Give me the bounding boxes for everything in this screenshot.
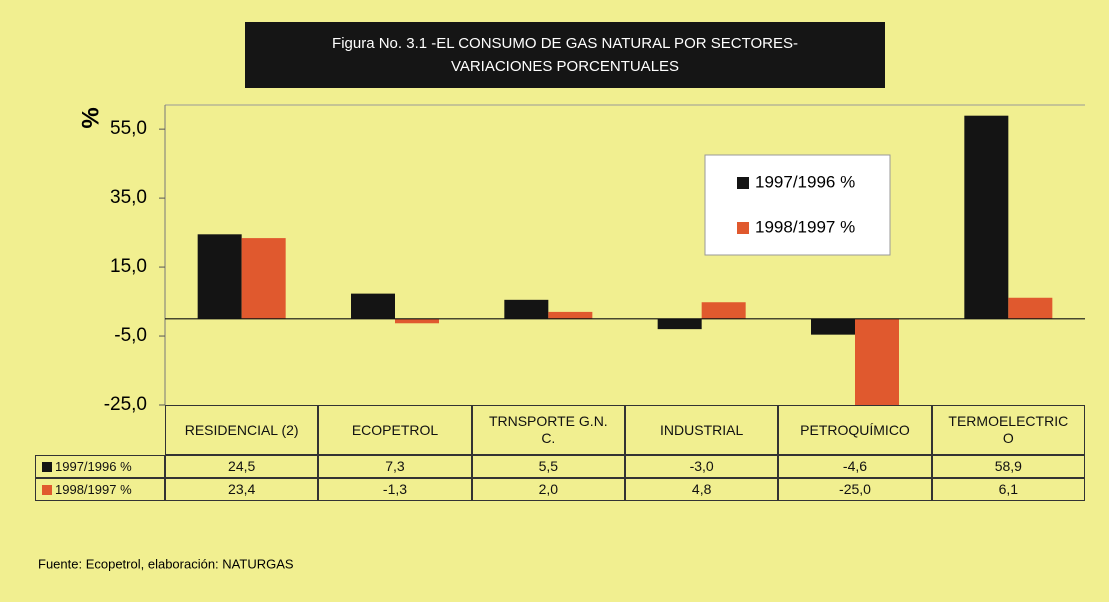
bar <box>241 238 286 319</box>
bar <box>504 299 549 319</box>
table-value: 6,1 <box>931 478 1085 501</box>
y-tick-label: 15,0 <box>110 256 147 277</box>
table-series-name: 1997/1996 % <box>55 458 132 474</box>
legend-label: 1997/1996 % <box>755 172 855 191</box>
category-label: PETROQUÍMICO <box>778 405 932 455</box>
bar <box>197 234 242 319</box>
bar <box>964 115 1009 319</box>
table-value: 58,9 <box>931 455 1085 478</box>
bar <box>1008 297 1053 319</box>
table-value: 2,0 <box>471 478 625 501</box>
table-value: -1,3 <box>318 478 472 501</box>
table-value: -3,0 <box>625 455 779 478</box>
table-value: 7,3 <box>318 455 472 478</box>
y-tick-label: -25,0 <box>104 394 147 415</box>
bar <box>855 318 899 405</box>
y-tick-label: 55,0 <box>110 118 147 139</box>
source: Fuente: Ecopetrol, elaboración: NATURGAS <box>38 556 294 571</box>
y-tick-label: 35,0 <box>110 187 147 208</box>
bar <box>657 318 702 330</box>
category-label: RESIDENCIAL (2) <box>165 405 319 455</box>
legend-swatch <box>42 484 52 495</box>
table-value: 5,5 <box>471 455 625 478</box>
category-label: ECOPETROL <box>318 405 472 455</box>
category-label: TERMOELECTRICO <box>931 405 1085 455</box>
table-series-name: 1998/1997 % <box>55 481 132 497</box>
bar <box>395 318 439 324</box>
table-series-label: 1998/1997 % <box>35 478 165 501</box>
legend <box>704 154 891 256</box>
legend-swatch <box>737 222 749 234</box>
table-value: 23,4 <box>165 478 319 501</box>
y-tick-label: -5,0 <box>114 325 147 346</box>
bar <box>548 311 593 319</box>
chart-title: Figura No. 3.1 -EL CONSUMO DE GAS NATURA… <box>332 35 798 52</box>
table-series-label: 1997/1996 % <box>35 455 165 478</box>
bar <box>811 318 855 335</box>
legend-swatch <box>42 461 52 472</box>
bar <box>351 293 395 319</box>
table-value: 4,8 <box>625 478 779 501</box>
y-axis-label: % <box>77 107 104 128</box>
title-box <box>245 22 885 88</box>
category-label: INDUSTRIAL <box>625 405 779 455</box>
table-value: 24,5 <box>165 455 319 478</box>
legend-swatch <box>737 177 749 189</box>
legend-label: 1998/1997 % <box>755 217 855 236</box>
table-value: -25,0 <box>778 478 932 501</box>
table-value: -4,6 <box>778 455 932 478</box>
bar <box>701 302 746 319</box>
chart-title: VARIACIONES PORCENTUALES <box>451 58 679 75</box>
category-label: TRNSPORTE G.N.C. <box>471 405 625 455</box>
